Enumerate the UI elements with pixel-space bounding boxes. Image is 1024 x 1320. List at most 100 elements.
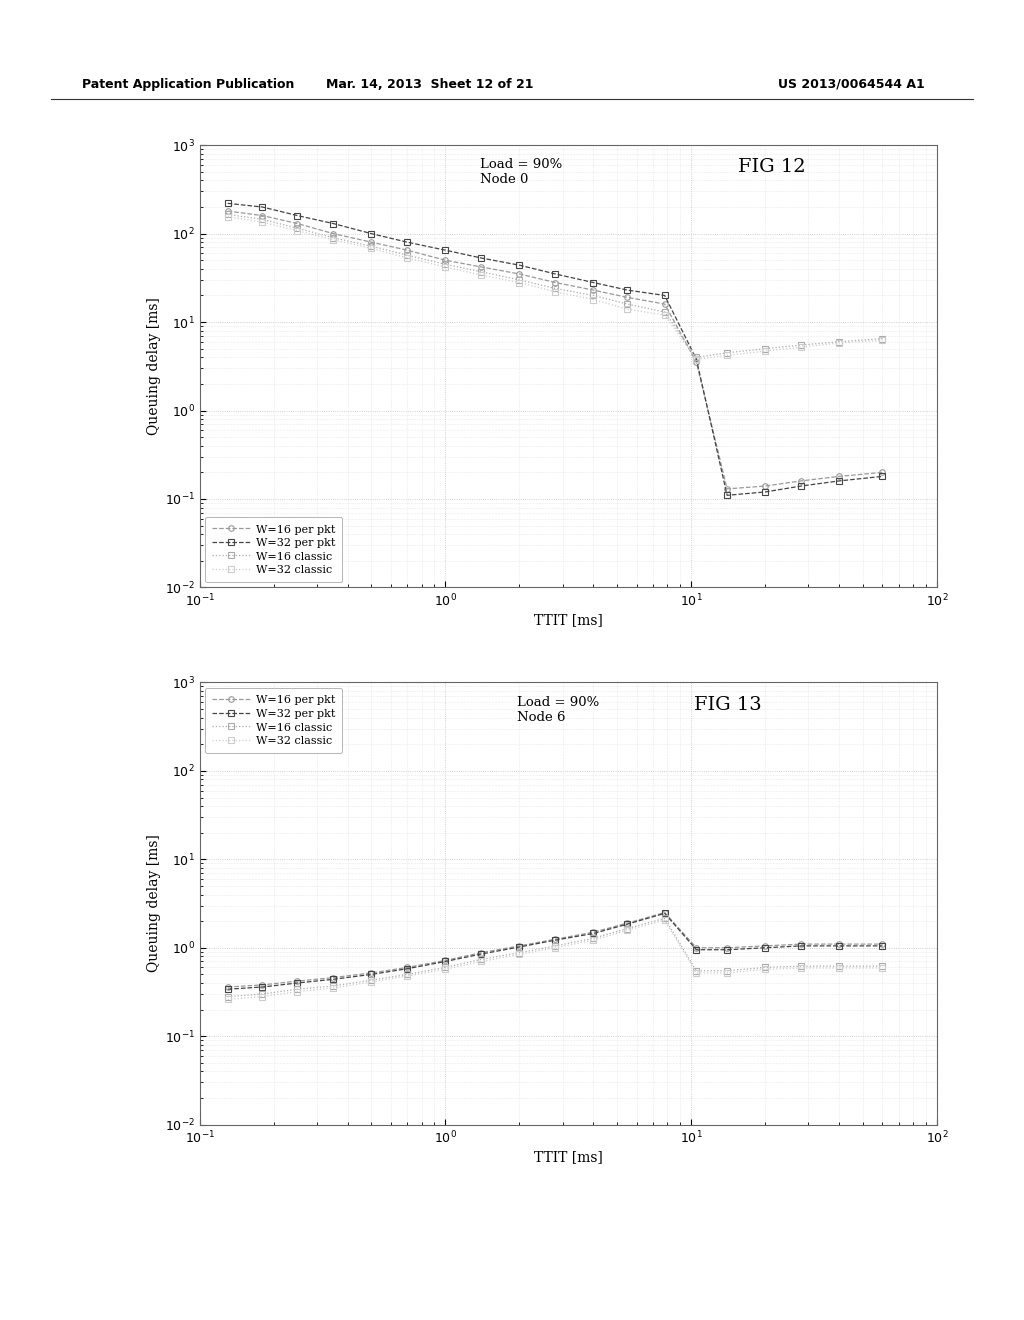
W=32 classic (366, 240, 378, 256)
W=16 classic (439, 256, 452, 272)
W=32 classic (513, 275, 525, 290)
W=16 per pkt (475, 259, 487, 275)
W=16 per pkt (221, 979, 233, 995)
W=32 classic (256, 214, 268, 230)
W=32 per pkt (366, 966, 378, 982)
W=16 per pkt (795, 936, 807, 952)
W=32 per pkt (622, 916, 634, 932)
W=16 classic (721, 345, 733, 360)
W=32 classic (366, 974, 378, 990)
W=16 classic (366, 973, 378, 989)
W=32 classic (549, 940, 561, 956)
Text: FIG 13: FIG 13 (693, 696, 762, 714)
W=16 per pkt (256, 207, 268, 223)
W=32 per pkt (221, 195, 233, 211)
W=16 per pkt (401, 243, 414, 259)
W=16 per pkt (877, 465, 889, 480)
W=16 classic (401, 966, 414, 982)
W=16 classic (795, 958, 807, 974)
W=32 per pkt (759, 484, 771, 500)
W=16 per pkt (833, 936, 845, 952)
W=16 classic (759, 341, 771, 356)
W=32 classic (721, 965, 733, 981)
Text: Mar. 14, 2013  Sheet 12 of 21: Mar. 14, 2013 Sheet 12 of 21 (327, 78, 534, 91)
Y-axis label: Queuing delay [ms]: Queuing delay [ms] (146, 297, 161, 436)
W=16 classic (549, 281, 561, 297)
W=32 per pkt (401, 234, 414, 249)
Line: W=32 classic: W=32 classic (225, 917, 885, 1002)
Line: W=32 per pkt: W=32 per pkt (225, 201, 885, 498)
Line: W=32 classic: W=32 classic (225, 214, 885, 362)
W=16 per pkt (877, 936, 889, 952)
W=32 per pkt (328, 215, 340, 231)
W=32 classic (587, 932, 599, 948)
W=32 per pkt (658, 906, 671, 921)
W=32 classic (439, 961, 452, 977)
W=16 classic (328, 978, 340, 994)
W=16 per pkt (721, 480, 733, 496)
W=32 classic (622, 923, 634, 939)
W=16 per pkt (549, 275, 561, 290)
Text: Load = 90%
Node 6: Load = 90% Node 6 (517, 696, 599, 723)
W=16 classic (587, 931, 599, 946)
W=16 per pkt (475, 945, 487, 961)
W=16 classic (256, 211, 268, 227)
W=32 classic (721, 347, 733, 363)
W=16 per pkt (513, 267, 525, 282)
Text: Load = 90%
Node 0: Load = 90% Node 0 (480, 158, 562, 186)
W=32 per pkt (622, 282, 634, 298)
W=16 classic (877, 958, 889, 974)
W=32 per pkt (439, 953, 452, 969)
W=16 classic (587, 288, 599, 304)
W=32 per pkt (256, 979, 268, 995)
W=32 classic (877, 960, 889, 975)
W=16 classic (833, 334, 845, 350)
W=16 per pkt (658, 904, 671, 920)
W=16 per pkt (721, 940, 733, 956)
W=16 per pkt (795, 473, 807, 488)
W=16 per pkt (328, 970, 340, 986)
W=16 classic (549, 939, 561, 954)
Legend: W=16 per pkt, W=32 per pkt, W=16 classic, W=32 classic: W=16 per pkt, W=32 per pkt, W=16 classic… (205, 688, 342, 752)
Text: Patent Application Publication: Patent Application Publication (82, 78, 294, 91)
W=32 classic (833, 335, 845, 351)
W=32 classic (833, 960, 845, 975)
W=32 classic (658, 912, 671, 928)
W=16 per pkt (690, 940, 702, 956)
Text: US 2013/0064544 A1: US 2013/0064544 A1 (778, 78, 925, 91)
W=16 classic (833, 958, 845, 974)
W=16 per pkt (513, 939, 525, 954)
X-axis label: TTIT [ms]: TTIT [ms] (534, 612, 603, 627)
W=32 classic (759, 961, 771, 977)
W=32 per pkt (690, 941, 702, 957)
W=32 per pkt (877, 939, 889, 954)
Line: W=16 per pkt: W=16 per pkt (225, 209, 885, 491)
W=32 per pkt (475, 249, 487, 265)
W=16 per pkt (549, 932, 561, 948)
Y-axis label: Queuing delay [ms]: Queuing delay [ms] (146, 834, 161, 973)
W=16 classic (795, 337, 807, 352)
W=16 per pkt (366, 234, 378, 249)
W=32 classic (690, 965, 702, 981)
W=32 per pkt (366, 226, 378, 242)
X-axis label: TTIT [ms]: TTIT [ms] (534, 1150, 603, 1164)
W=32 per pkt (795, 478, 807, 494)
W=16 classic (256, 986, 268, 1002)
W=16 classic (401, 247, 414, 263)
W=16 classic (877, 331, 889, 347)
W=32 classic (795, 339, 807, 355)
W=32 per pkt (292, 207, 304, 223)
W=32 per pkt (690, 351, 702, 367)
W=32 classic (587, 292, 599, 308)
W=32 per pkt (721, 487, 733, 503)
W=32 classic (328, 232, 340, 248)
W=32 classic (292, 983, 304, 999)
W=16 per pkt (587, 282, 599, 298)
W=16 per pkt (658, 296, 671, 312)
W=32 per pkt (221, 981, 233, 997)
W=32 classic (658, 308, 671, 323)
W=16 per pkt (221, 203, 233, 219)
W=32 classic (221, 991, 233, 1007)
W=16 per pkt (833, 469, 845, 484)
W=32 per pkt (833, 939, 845, 954)
